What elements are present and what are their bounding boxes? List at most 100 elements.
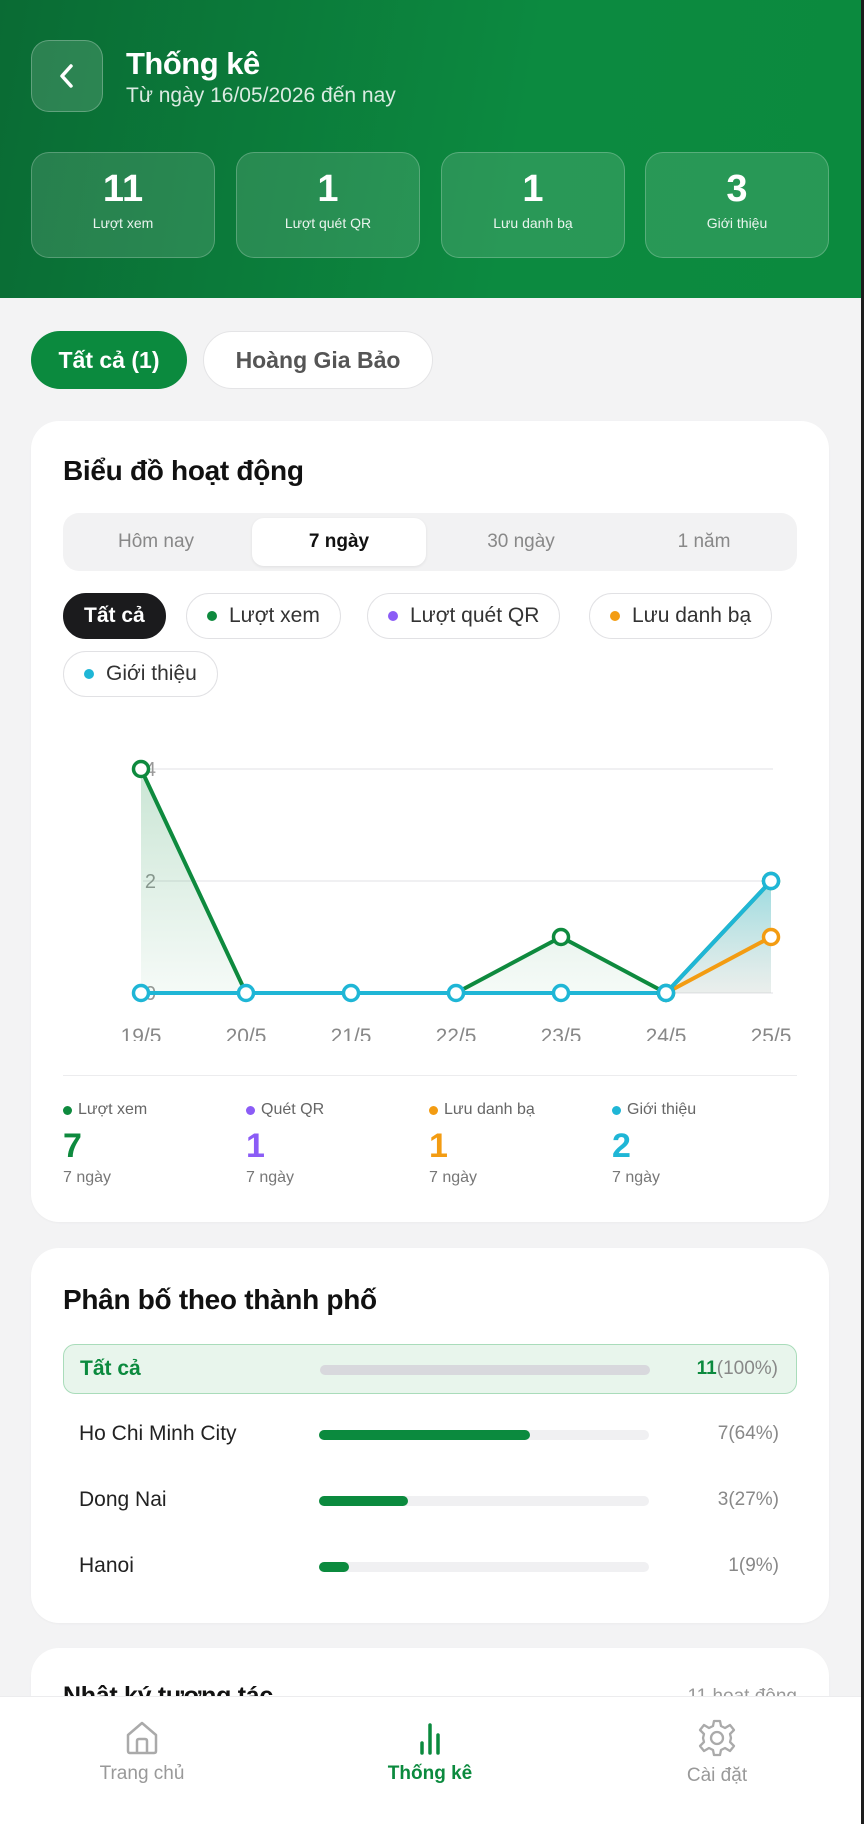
range-tab-1year[interactable]: 1 năm bbox=[677, 531, 731, 552]
x-tick-label: 24/5 bbox=[646, 1025, 687, 1041]
series-filter-saved[interactable]: Lưu danh bạ bbox=[589, 593, 773, 639]
range-tab-today[interactable]: Hôm nay bbox=[117, 531, 195, 552]
dot-icon bbox=[246, 1105, 255, 1115]
summary-referral: Giới thiệu 2 7 ngày bbox=[612, 1101, 696, 1187]
nav-item-stats[interactable]: Thống kê bbox=[330, 1717, 530, 1785]
city-pct: (9%) bbox=[738, 1555, 779, 1576]
summary-label: Quét QR bbox=[261, 1101, 325, 1118]
stat-value: 1 bbox=[317, 168, 339, 210]
pill-label: Giới thiệu bbox=[106, 662, 197, 685]
data-point bbox=[236, 983, 256, 1003]
y-tick-label: 4 bbox=[145, 759, 156, 781]
x-tick-label: 22/5 bbox=[436, 1025, 477, 1041]
home-icon bbox=[126, 1721, 158, 1755]
city-card-title: Phân bố theo thành phố bbox=[63, 1284, 377, 1315]
nav-label: Trang chủ bbox=[99, 1763, 185, 1784]
pill-label: Lượt quét QR bbox=[410, 604, 540, 627]
x-tick-label: 23/5 bbox=[541, 1025, 582, 1041]
range-segmented-control: Hôm nay 7 ngày 30 ngày 1 năm bbox=[63, 513, 797, 571]
series-filter-qr[interactable]: Lượt quét QR bbox=[367, 593, 561, 639]
stat-value: 1 bbox=[522, 168, 544, 210]
filter-chip-all[interactable]: Tất cả (1) bbox=[31, 331, 187, 389]
city-name: Ho Chi Minh City bbox=[79, 1422, 237, 1445]
city-count: 11 bbox=[696, 1358, 717, 1379]
city-value: 1(9%) bbox=[728, 1555, 779, 1577]
city-pct: (64%) bbox=[728, 1423, 779, 1444]
stat-card-referral: 3 Giới thiệu bbox=[645, 152, 829, 258]
summary-legend: Lượt xem bbox=[63, 1101, 147, 1119]
summary-period: 7 ngày bbox=[612, 1169, 661, 1186]
dot-icon bbox=[610, 611, 620, 621]
city-row[interactable]: Ho Chi Minh City 7(64%) bbox=[63, 1410, 797, 1460]
activity-card-title: Biểu đồ hoạt động bbox=[63, 455, 304, 486]
gear-icon bbox=[698, 1719, 736, 1757]
x-tick-label: 25/5 bbox=[751, 1025, 792, 1041]
data-point bbox=[131, 983, 151, 1003]
data-point bbox=[341, 983, 361, 1003]
stat-card-saved: 1 Lưu danh bạ bbox=[441, 152, 625, 258]
data-point bbox=[551, 927, 571, 947]
dot-icon bbox=[429, 1105, 438, 1115]
stat-label: Lưu danh bạ bbox=[493, 215, 573, 231]
data-point bbox=[761, 927, 781, 947]
pill-label: Lưu danh bạ bbox=[632, 604, 752, 627]
series-filter-referral[interactable]: Giới thiệu bbox=[63, 651, 218, 697]
city-bar-track bbox=[319, 1430, 649, 1440]
summary-legend: Lưu danh bạ bbox=[429, 1101, 535, 1119]
stat-label: Lượt xem bbox=[92, 215, 154, 231]
stat-value: 3 bbox=[726, 168, 748, 210]
summary-label: Lượt xem bbox=[78, 1101, 148, 1118]
city-row-all[interactable]: Tất cả 11(100%) bbox=[63, 1344, 797, 1394]
city-count: 1 bbox=[728, 1555, 739, 1576]
summary-value: 2 bbox=[612, 1127, 631, 1165]
data-point bbox=[656, 983, 676, 1003]
series-filter-views[interactable]: Lượt xem bbox=[186, 593, 341, 639]
data-point bbox=[551, 983, 571, 1003]
series-filter-all[interactable]: Tất cả bbox=[63, 593, 166, 639]
city-bar-fill bbox=[319, 1496, 409, 1506]
chevron-left-icon bbox=[60, 64, 73, 88]
x-tick-label: 21/5 bbox=[331, 1025, 372, 1041]
x-tick-label: 20/5 bbox=[226, 1025, 267, 1041]
city-name: Tất cả bbox=[80, 1357, 141, 1380]
summary-value: 7 bbox=[63, 1127, 82, 1165]
header: Thống kê Từ ngày 16/05/2026 đến nay 11 L… bbox=[0, 0, 864, 298]
summary-period: 7 ngày bbox=[63, 1169, 112, 1186]
city-pct: (100%) bbox=[716, 1358, 778, 1379]
pill-label: Tất cả bbox=[84, 604, 145, 627]
dot-icon bbox=[388, 611, 398, 621]
bottom-nav: Trang chủ Thống kê Cài đặt bbox=[0, 1696, 861, 1824]
city-bar-track bbox=[319, 1496, 649, 1506]
city-name: Hanoi bbox=[79, 1554, 134, 1577]
nav-label: Cài đặt bbox=[686, 1765, 748, 1786]
summary-legend: Quét QR bbox=[246, 1101, 324, 1119]
city-name: Dong Nai bbox=[79, 1488, 167, 1511]
city-value: 3(27%) bbox=[718, 1489, 779, 1511]
filter-chip-person[interactable]: Hoàng Gia Bảo bbox=[203, 331, 433, 389]
city-distribution-card: Phân bố theo thành phố Tất cả 11(100%) H… bbox=[31, 1248, 829, 1623]
bar-chart-icon bbox=[420, 1723, 440, 1755]
stat-card-views: 11 Lượt xem bbox=[31, 152, 215, 258]
range-tab-30days[interactable]: 30 ngày bbox=[487, 531, 555, 552]
summary-saved: Lưu danh bạ 1 7 ngày bbox=[429, 1101, 535, 1187]
back-button[interactable] bbox=[31, 40, 103, 112]
city-row[interactable]: Dong Nai 3(27%) bbox=[63, 1476, 797, 1526]
city-count: 3 bbox=[717, 1489, 729, 1510]
range-tab-7days[interactable]: 7 ngày bbox=[252, 518, 426, 566]
pill-label: Lượt xem bbox=[229, 604, 320, 627]
activity-card: Biểu đồ hoạt động Hôm nay 7 ngày 30 ngày… bbox=[31, 421, 829, 1222]
date-range-subtitle: Từ ngày 16/05/2026 đến nay bbox=[126, 84, 396, 107]
summary-value: 1 bbox=[429, 1127, 448, 1165]
city-bar-track bbox=[320, 1365, 650, 1375]
city-bar-fill bbox=[319, 1562, 349, 1572]
nav-item-home[interactable]: Trang chủ bbox=[42, 1717, 242, 1785]
city-row[interactable]: Hanoi 1(9%) bbox=[63, 1542, 797, 1592]
activity-line-chart: 02419/520/521/522/523/524/525/5 bbox=[121, 759, 792, 1041]
nav-item-settings[interactable]: Cài đặt bbox=[617, 1717, 817, 1787]
data-point bbox=[761, 871, 781, 891]
summary-label: Lưu danh bạ bbox=[444, 1101, 535, 1118]
x-tick-label: 19/5 bbox=[121, 1025, 162, 1041]
stat-card-qr: 1 Lượt quét QR bbox=[236, 152, 420, 258]
dot-icon bbox=[612, 1105, 621, 1115]
stat-label: Lượt quét QR bbox=[284, 215, 372, 231]
